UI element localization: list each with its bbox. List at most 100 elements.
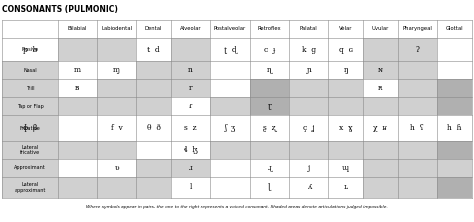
Bar [2, 97, 58, 115]
Text: ʙ: ʙ [75, 84, 80, 92]
Bar [210, 97, 250, 115]
Text: Nasal: Nasal [23, 68, 37, 73]
Bar [171, 159, 210, 177]
Bar [363, 61, 398, 79]
Bar [58, 97, 97, 115]
Text: ɬ  ɮ: ɬ ɮ [184, 146, 198, 154]
Text: ɹ: ɹ [189, 164, 192, 172]
Text: Where symbols appear in pairs, the one to the right represents a voiced consonan: Where symbols appear in pairs, the one t… [86, 205, 388, 209]
Bar [2, 159, 58, 177]
Bar [363, 97, 398, 115]
Bar [437, 97, 472, 115]
Text: ʃ  ʒ: ʃ ʒ [224, 124, 236, 132]
Bar [58, 177, 97, 198]
Text: Dental: Dental [145, 26, 163, 32]
Bar [398, 159, 437, 177]
Text: Labiodental: Labiodental [101, 26, 132, 32]
Text: Uvular: Uvular [372, 26, 389, 32]
Text: ɴ: ɴ [378, 66, 383, 74]
Bar [328, 97, 363, 115]
Text: ʟ: ʟ [344, 183, 348, 191]
Bar [328, 141, 363, 159]
Bar [250, 97, 289, 115]
Bar [398, 61, 437, 79]
Text: ɭ: ɭ [268, 183, 271, 191]
Text: ɾ: ɾ [189, 102, 192, 110]
Bar [437, 177, 472, 198]
Bar [210, 141, 250, 159]
Bar [363, 141, 398, 159]
Bar [137, 79, 171, 97]
Bar [289, 79, 328, 97]
Text: ɸ  β: ɸ β [23, 124, 37, 132]
Text: Alveolar: Alveolar [180, 26, 201, 32]
Text: Pharyngeal: Pharyngeal [402, 26, 432, 32]
Text: ɲ: ɲ [306, 66, 311, 74]
Text: k  g: k g [302, 46, 316, 54]
Text: Retroflex: Retroflex [257, 26, 281, 32]
Bar [398, 97, 437, 115]
Bar [363, 159, 398, 177]
Text: h  ʕ: h ʕ [410, 124, 424, 132]
Text: t  d: t d [147, 46, 160, 54]
Bar [97, 141, 137, 159]
Bar [2, 115, 58, 141]
Text: p  b: p b [23, 46, 37, 54]
Text: ʎ: ʎ [307, 183, 311, 191]
Text: ʔ: ʔ [415, 46, 419, 54]
Text: Glottal: Glottal [446, 26, 463, 32]
Bar [2, 141, 58, 159]
Bar [289, 97, 328, 115]
Bar [171, 38, 210, 61]
Text: ɽ: ɽ [268, 102, 271, 110]
Bar [2, 61, 58, 79]
Bar [2, 177, 58, 198]
Bar [250, 141, 289, 159]
Text: Postalveolar: Postalveolar [214, 26, 246, 32]
Text: ʀ: ʀ [378, 84, 383, 92]
Bar [97, 79, 137, 97]
Bar [398, 38, 437, 61]
Bar [328, 79, 363, 97]
Text: ɰ: ɰ [342, 164, 349, 172]
Text: Tap or Flap: Tap or Flap [17, 104, 43, 109]
Bar [289, 141, 328, 159]
Text: l: l [190, 183, 192, 191]
Bar [398, 141, 437, 159]
Text: s  z: s z [184, 124, 197, 132]
Text: ɳ: ɳ [267, 66, 272, 74]
Bar [171, 61, 210, 79]
Bar [97, 177, 137, 198]
Text: c  ɟ: c ɟ [264, 46, 275, 54]
Text: Approximant: Approximant [14, 165, 46, 170]
Text: CONSONANTS (PULMONIC): CONSONANTS (PULMONIC) [2, 5, 118, 14]
Text: χ  ʁ: χ ʁ [374, 124, 387, 132]
Text: Trill: Trill [26, 86, 34, 91]
Text: Palatal: Palatal [300, 26, 318, 32]
Text: Velar: Velar [339, 26, 353, 32]
Text: ç  ʝ: ç ʝ [303, 124, 315, 132]
Bar [97, 38, 137, 61]
Text: Lateral
approximant: Lateral approximant [14, 182, 46, 193]
Text: ŋ: ŋ [343, 66, 348, 74]
Text: q  ɢ: q ɢ [339, 46, 353, 54]
Bar [398, 79, 437, 97]
Text: ɱ: ɱ [113, 66, 120, 74]
Bar [58, 38, 97, 61]
Bar [2, 79, 58, 97]
Text: h  ɦ: h ɦ [447, 124, 462, 132]
Text: Fricative: Fricative [19, 126, 40, 131]
Text: j: j [308, 164, 310, 172]
Bar [137, 61, 171, 79]
Bar [97, 97, 137, 115]
Bar [363, 38, 398, 61]
Bar [137, 159, 171, 177]
Text: ʋ: ʋ [114, 164, 119, 172]
Bar [398, 177, 437, 198]
Bar [58, 141, 97, 159]
Text: x  ɣ: x ɣ [339, 124, 353, 132]
Text: r: r [189, 84, 192, 92]
Text: f  v: f v [111, 124, 123, 132]
Text: n: n [188, 66, 193, 74]
Text: Plosive: Plosive [21, 47, 38, 52]
